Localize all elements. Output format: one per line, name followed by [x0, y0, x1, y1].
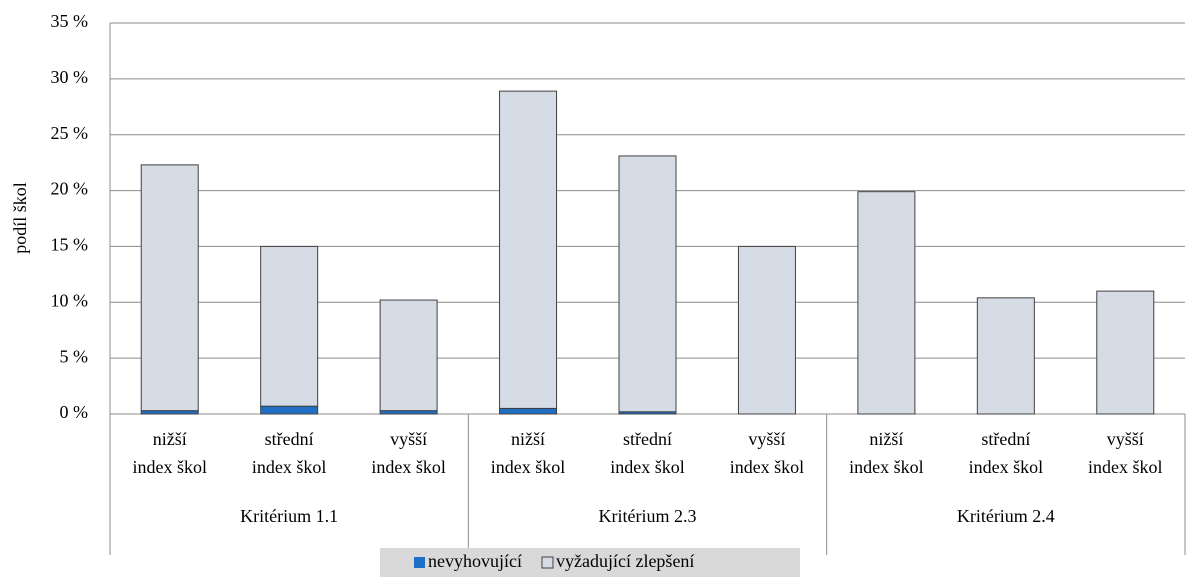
group-label: Kritérium 2.4 [957, 506, 1055, 526]
bar-segment [499, 90, 558, 409]
y-axis-label: podíl škol [10, 182, 30, 254]
bar-segment [379, 410, 438, 415]
bar-segment [260, 405, 319, 415]
y-tick-label: 10 % [51, 290, 89, 310]
legend-swatch [414, 557, 425, 568]
bar-segment [499, 407, 558, 415]
x-tick-label: vyšší index škol [371, 429, 446, 477]
group-label: Kritérium 1.1 [240, 506, 338, 526]
x-tick-label: vyšší index škol [729, 429, 805, 477]
bar-segment [857, 191, 916, 415]
bar-segment [140, 410, 199, 415]
y-tick-label: 0 % [60, 402, 89, 422]
bar-segment [618, 155, 677, 413]
x-tick-label: nižší index škol [132, 429, 207, 477]
x-tick-label: střední index škol [610, 429, 685, 477]
x-tick-label: nižší index škol [490, 429, 566, 477]
bar-segment [976, 297, 1035, 415]
y-tick-label: 25 % [51, 123, 89, 143]
bar-segment [1096, 290, 1155, 415]
legend-label: vyžadující zlepšení [556, 551, 694, 571]
legend-label: nevyhovující [428, 551, 522, 571]
y-tick-label: 5 % [60, 346, 89, 366]
y-tick-label: 20 % [51, 179, 89, 199]
bar-segment [260, 245, 319, 407]
legend-box [380, 548, 800, 577]
group-label: Kritérium 2.3 [599, 506, 697, 526]
x-tick-label: vyšší index škol [1088, 429, 1163, 477]
y-tick-label: 30 % [51, 67, 89, 87]
legend-swatch [541, 556, 554, 569]
x-tick-label: střední index škol [968, 429, 1044, 477]
y-tick-label: 35 % [51, 11, 89, 31]
bar-segment [737, 245, 796, 415]
x-tick-label: nižší index škol [849, 429, 924, 477]
bar-segment [379, 299, 438, 412]
x-tick-label: střední index škol [251, 429, 327, 477]
bar-segment [140, 164, 199, 412]
y-tick-label: 15 % [51, 235, 89, 255]
